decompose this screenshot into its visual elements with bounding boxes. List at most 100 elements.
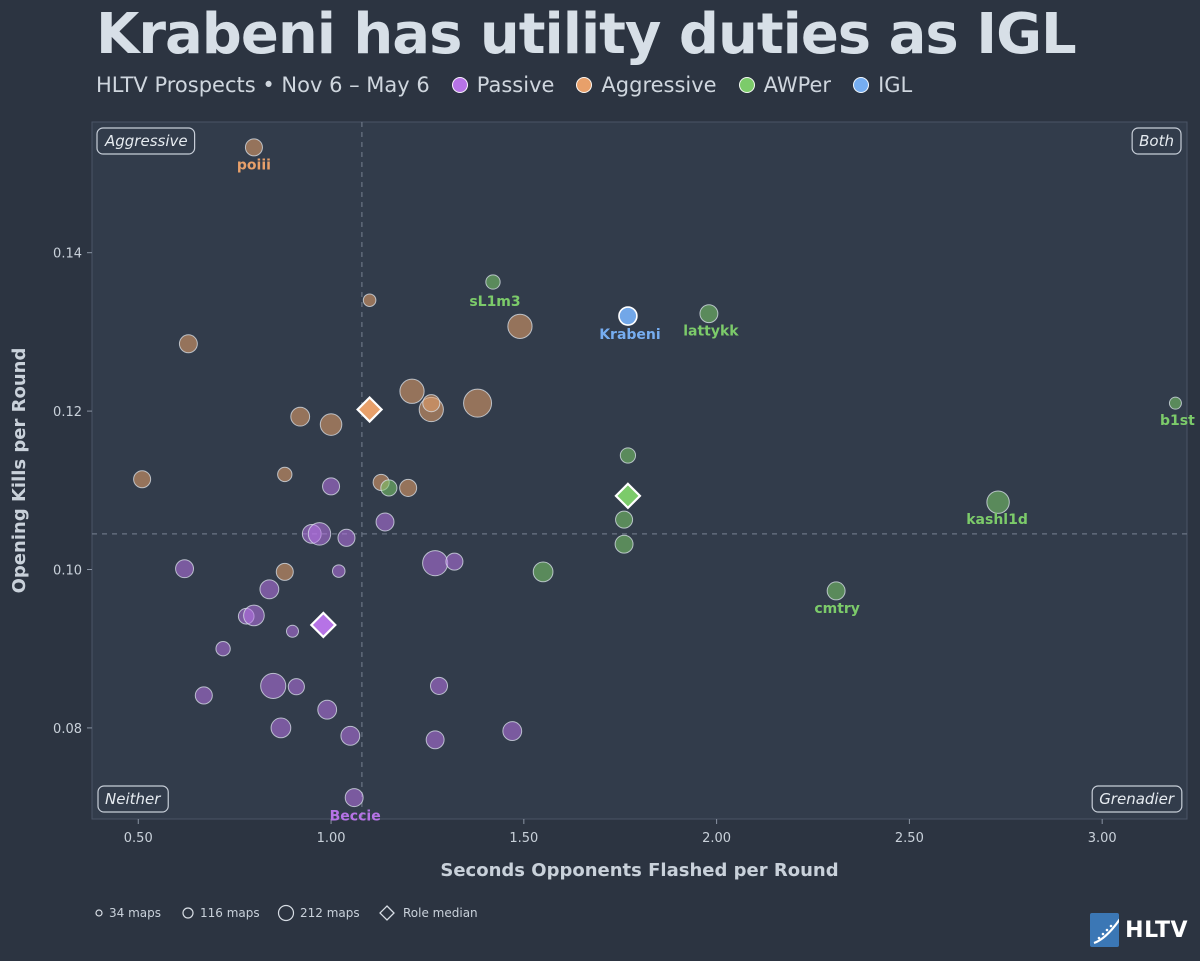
point-aggressive (399, 478, 418, 497)
legend-label-awper: AWPer (763, 73, 832, 97)
corner-label-grenadier-text: Grenadier (1099, 790, 1175, 808)
y-tick-label: 0.10 (53, 564, 82, 579)
corner-label-both: Both (1131, 127, 1182, 155)
point-passive (215, 641, 231, 657)
point-awper (532, 561, 554, 583)
corner-label-neither-text: Neither (105, 790, 161, 808)
point-label: sL1m3 (469, 294, 520, 310)
x-axis-title: Seconds Opponents Flashed per Round (440, 860, 838, 881)
x-tick-label: 3.00 (1088, 831, 1117, 846)
hltv-logo: HLTV (1090, 912, 1188, 948)
y-tick-label: 0.14 (53, 247, 82, 262)
point-aggressive (319, 413, 343, 436)
point-igl (618, 306, 638, 326)
corner-label-neither-box (97, 785, 169, 813)
y-tick-label: 0.08 (53, 722, 82, 737)
point-aggressive (290, 406, 311, 427)
point-passive (317, 699, 338, 720)
point-passive (270, 717, 292, 739)
point-aggressive (178, 334, 198, 354)
point-label: poiii (237, 157, 271, 173)
point-passive (243, 604, 265, 627)
point-label: lattykk (683, 324, 739, 340)
x-tick-label: 0.50 (124, 831, 153, 846)
point-label: cmtry (814, 601, 860, 617)
x-tick-label: 1.50 (509, 831, 538, 846)
legend-item-passive: Passive (451, 73, 554, 97)
point-passive (194, 686, 213, 705)
point-aggressive (362, 293, 377, 307)
data-points (133, 138, 1182, 808)
hltv-logo-icon (1090, 913, 1120, 947)
point-passive (422, 550, 449, 577)
legend-label-aggressive: Aggressive (601, 73, 717, 97)
point-passive (175, 559, 195, 579)
corner-label-neither: Neither (97, 785, 169, 813)
reference-lines (92, 122, 1187, 819)
size-legend-circle (182, 907, 194, 919)
point-awper (615, 510, 634, 529)
point-passive (287, 678, 305, 696)
legend-dot-igl (853, 77, 870, 93)
legend-item-aggressive: Aggressive (576, 73, 717, 97)
point-aggressive (277, 466, 293, 483)
chart-subtitle: HLTV Prospects • Nov 6 – May 6 (96, 73, 430, 97)
point-awper (826, 581, 846, 601)
plot-area (91, 121, 1188, 820)
median-diamond-passive (309, 611, 337, 639)
point-awper (380, 479, 398, 497)
point-passive (502, 721, 523, 741)
point-aggressive (422, 394, 441, 413)
point-passive (322, 477, 341, 496)
size-legend-label: 212 maps (300, 906, 360, 920)
size-legend: 34 maps 116 maps 212 maps Role median (95, 904, 478, 922)
size-legend-label: 116 maps (200, 906, 260, 920)
corner-label-aggressive-text: Aggressive (104, 132, 188, 150)
size-legend-diamond (379, 905, 395, 921)
point-passive (285, 624, 299, 638)
point-passive (340, 725, 361, 746)
point-label: Beccie (330, 809, 381, 825)
point-awper (614, 534, 634, 554)
point-aggressive (133, 470, 152, 489)
size-legend-label: Role median (403, 906, 478, 920)
point-label: kashl1d (966, 512, 1028, 528)
point-awper (1168, 396, 1182, 410)
hltv-logo-text: HLTV (1125, 917, 1188, 943)
subtitle-row: HLTV Prospects • Nov 6 – May 6 Passive A… (96, 70, 912, 100)
point-passive (260, 672, 287, 699)
y-axis-title: Opening Kills per Round (9, 348, 30, 594)
point-passive (429, 676, 449, 695)
point-passive (425, 730, 445, 750)
legend-item-igl: IGL (853, 73, 912, 97)
point-aggressive (463, 388, 493, 418)
point-passive (259, 579, 280, 600)
corner-label-grenadier: Grenadier (1091, 785, 1183, 813)
point-labels: Beccie poiii sL1m3 lattykk cmtry kashl1d b1st K… (237, 157, 1195, 824)
quadrant-labels: Aggressive Both Neither Grenadier (96, 127, 1183, 813)
role-medians (309, 395, 642, 639)
corner-label-aggressive: Aggressive (96, 127, 196, 155)
legend-label-igl: IGL (878, 73, 913, 97)
corner-label-aggressive-box (96, 127, 196, 155)
point-passive (331, 564, 346, 578)
corner-label-both-box (1131, 127, 1182, 155)
legend-dot-awper (738, 77, 755, 93)
point-awper (699, 304, 719, 324)
median-diamond-aggressive (356, 395, 384, 424)
point-label: Krabeni (599, 327, 660, 343)
x-tick-label: 2.00 (702, 831, 731, 846)
point-passive (344, 788, 364, 808)
point-label: b1st (1160, 413, 1195, 429)
point-aggressive (507, 313, 533, 339)
x-tick-label: 1.00 (317, 831, 346, 846)
point-passive (445, 552, 464, 571)
size-legend-circle (277, 904, 295, 922)
x-tick-label: 2.50 (895, 831, 924, 846)
y-tick-label: 0.12 (53, 405, 82, 420)
legend-dot-passive (451, 77, 468, 93)
point-awper (485, 274, 501, 290)
size-legend-circle (95, 909, 103, 917)
legend-item-awper: AWPer (738, 73, 832, 97)
point-passive (337, 528, 356, 547)
